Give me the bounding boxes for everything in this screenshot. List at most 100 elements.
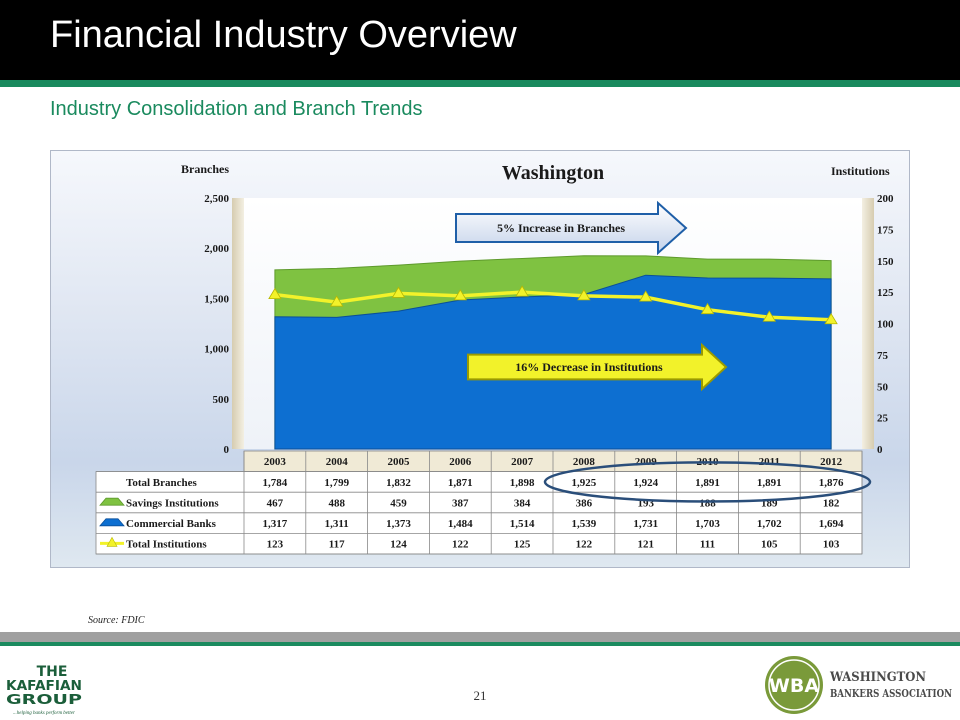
row-label-savings-institutions: Savings Institutions (126, 498, 219, 510)
cell-commercial-banks-2010: 1,703 (695, 518, 720, 530)
cell-total-branches-2011: 1,891 (757, 477, 782, 489)
logo-left-line-2: KAFAFIAN (6, 679, 82, 694)
cell-commercial-banks-2006: 1,484 (448, 518, 473, 530)
x-tick-2011: 2011 (759, 456, 780, 468)
cell-commercial-banks-2007: 1,514 (510, 518, 535, 530)
cell-total-branches-2008: 1,925 (572, 477, 597, 489)
annotation-institutions-shape (467, 342, 728, 392)
highlight-ellipse (543, 461, 872, 503)
institutions-point-2007 (515, 285, 529, 297)
wba-logo-circle (765, 656, 823, 714)
x-tick-2005: 2005 (388, 456, 411, 468)
x-tick-2004: 2004 (326, 456, 349, 468)
y-tick-right-6: 150 (877, 256, 894, 268)
cell-commercial-banks-2008: 1,539 (572, 518, 597, 530)
legend-marker-total-institutions (106, 536, 118, 547)
institutions-point-2009 (638, 290, 653, 302)
footer-green-bar (0, 642, 960, 646)
institutions-point-2010 (700, 302, 715, 315)
logo-left-line-3: GROUP (6, 693, 82, 708)
wba-logo: WBA WASHINGTON BANKERS ASSOCIATION (765, 656, 952, 714)
x-tick-2007: 2007 (511, 456, 533, 468)
cell-total-institutions-2006: 122 (452, 539, 469, 551)
wba-logo-initials: WBA (769, 675, 819, 697)
cell-commercial-banks-2005: 1,373 (386, 518, 411, 530)
y-tick-left-2: 1,000 (204, 344, 229, 356)
line-total-institutions (274, 290, 832, 322)
y-tick-left-5: 2,500 (204, 193, 229, 205)
x-tick-2012: 2012 (820, 456, 843, 468)
wba-logo-line-1: WASHINGTON (829, 670, 926, 685)
x-tick-2009: 2009 (635, 456, 658, 468)
x-tick-2006: 2006 (449, 456, 472, 468)
y-tick-left-0: 0 (224, 444, 230, 456)
y-tick-right-1: 25 (877, 413, 889, 425)
kafafian-group-logo: THE KAFAFIAN GROUP ...helping banks perf… (6, 664, 82, 716)
cell-savings-institutions-2004: 488 (328, 498, 345, 510)
legend-swatch-commercial-banks (99, 518, 125, 527)
cell-savings-institutions-2006: 387 (452, 498, 469, 510)
cell-commercial-banks-2003: 1,317 (263, 518, 288, 530)
y-tick-right-0: 0 (877, 444, 883, 456)
y-tick-left-4: 2,000 (204, 243, 229, 255)
cell-total-branches-2010: 1,891 (695, 477, 720, 489)
cell-savings-institutions-2007: 384 (514, 498, 531, 510)
cell-commercial-banks-2012: 1,694 (819, 518, 844, 530)
institutions-point-2011 (762, 310, 777, 322)
cell-commercial-banks-2011: 1,702 (757, 518, 782, 530)
y-tick-left-1: 500 (213, 394, 230, 406)
cell-savings-institutions-2005: 459 (390, 498, 407, 510)
institutions-point-2012 (824, 312, 838, 325)
x-tick-2003: 2003 (264, 456, 287, 468)
cell-total-institutions-2005: 124 (390, 539, 407, 551)
cell-total-branches-2003: 1,784 (263, 477, 288, 489)
cell-total-branches-2005: 1,832 (386, 477, 411, 489)
row-label-commercial-banks: Commercial Banks (126, 518, 217, 530)
cell-commercial-banks-2004: 1,311 (325, 518, 349, 530)
y-tick-right-3: 75 (877, 350, 889, 362)
y-tick-right-2: 50 (877, 381, 889, 393)
cell-total-institutions-2004: 117 (329, 539, 345, 551)
cell-total-institutions-2003: 123 (267, 539, 284, 551)
cell-total-institutions-2011: 105 (761, 539, 778, 551)
annotation-branches-shape (455, 200, 688, 256)
y-tick-right-4: 100 (877, 319, 894, 331)
logo-left-line-1: THE (37, 664, 68, 680)
footer-gray-bar (0, 632, 960, 642)
annotation-institutions-text: 16% Decrease in Institutions (515, 360, 663, 374)
chart-title: Washington (502, 162, 604, 184)
page-number: 21 (473, 688, 487, 703)
y-tick-right-7: 175 (877, 224, 894, 236)
cell-savings-institutions-2012: 182 (823, 498, 840, 510)
annotation-branches-text: 5% Increase in Branches (497, 221, 625, 235)
row-label-total-branches: Total Branches (126, 477, 198, 489)
cell-total-institutions-2012: 103 (823, 539, 840, 551)
title-bar: Financial Industry Overview (0, 0, 960, 80)
cell-total-institutions-2008: 122 (576, 539, 593, 551)
cell-total-institutions-2010: 111 (700, 539, 715, 551)
wba-logo-line-2: BANKERS ASSOCIATION (830, 687, 952, 700)
y-axis-right-title: Institutions (831, 164, 890, 178)
institutions-point-2003 (268, 287, 282, 300)
institutions-point-2004 (329, 295, 344, 307)
slide-title: Financial Industry Overview (50, 14, 517, 56)
cell-total-institutions-2007: 125 (514, 539, 531, 551)
cell-total-branches-2006: 1,871 (448, 477, 473, 489)
title-stripe (0, 80, 960, 87)
plot-right-wall (862, 198, 874, 449)
y-tick-left-3: 1,500 (204, 293, 229, 305)
y-tick-right-5: 125 (877, 287, 894, 299)
legend-swatch-savings-institutions (99, 497, 125, 506)
logo-left-tagline: ...helping banks perform better (13, 711, 75, 716)
institutions-point-2005 (391, 286, 406, 298)
cell-total-branches-2012: 1,876 (819, 477, 844, 489)
slide-subtitle: Industry Consolidation and Branch Trends (50, 98, 423, 120)
cell-savings-institutions-2003: 467 (267, 498, 284, 510)
y-tick-right-8: 200 (877, 193, 894, 205)
cell-total-branches-2007: 1,898 (510, 477, 535, 489)
cell-savings-institutions-2010: 188 (699, 498, 716, 510)
chart-panel: Washington Branches Institutions 0 500 1,000 1… (50, 150, 910, 568)
institutions-point-2008 (577, 289, 591, 301)
institutions-point-2006 (453, 289, 468, 301)
cell-total-institutions-2009: 121 (637, 539, 654, 551)
